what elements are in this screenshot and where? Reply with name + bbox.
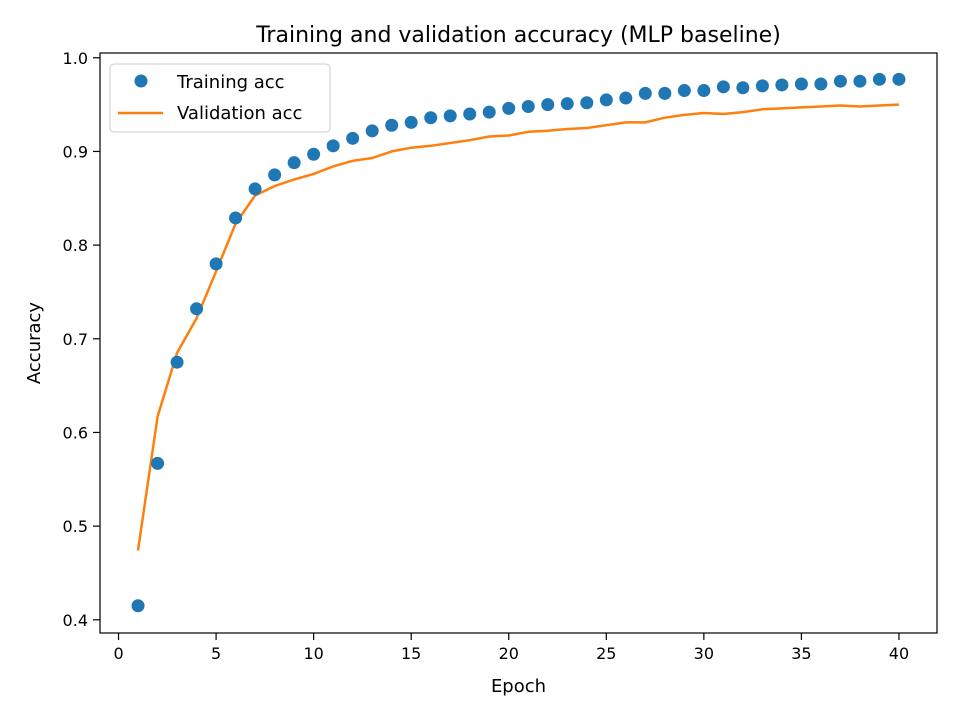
training-acc-point xyxy=(580,96,594,110)
training-acc-point xyxy=(190,302,204,316)
x-tick-label: 15 xyxy=(401,644,421,663)
training-acc-point xyxy=(404,115,418,129)
training-acc-point xyxy=(716,80,730,94)
legend-label-validation: Validation acc xyxy=(177,103,302,124)
training-acc-point xyxy=(268,168,282,182)
training-acc-point xyxy=(599,93,613,107)
training-acc-point xyxy=(872,72,886,86)
x-axis: 0 5 10 15 20 25 30 35 40 xyxy=(113,633,909,663)
x-tick-label: 30 xyxy=(694,644,714,663)
training-acc-point xyxy=(502,101,516,115)
training-acc-point xyxy=(151,456,165,470)
training-acc-point xyxy=(775,78,789,92)
x-tick-label: 25 xyxy=(596,644,616,663)
x-tick-label: 40 xyxy=(889,644,909,663)
training-acc-point xyxy=(482,105,496,119)
training-acc-point xyxy=(853,74,867,88)
training-acc-point xyxy=(424,111,438,125)
training-acc-point xyxy=(170,355,184,369)
x-tick-label: 10 xyxy=(303,644,323,663)
legend-marker-training xyxy=(134,74,148,88)
training-acc-point xyxy=(541,98,555,112)
plot-frame xyxy=(99,52,938,634)
y-tick-label: 0.7 xyxy=(63,330,88,349)
training-acc-point xyxy=(443,109,457,123)
training-acc-point xyxy=(326,139,340,153)
y-tick-label: 0.9 xyxy=(63,142,88,161)
x-axis-label: Epoch xyxy=(491,676,546,697)
legend-box xyxy=(109,63,331,133)
y-axis: 0.4 0.5 0.6 0.7 0.8 0.9 1.0 xyxy=(63,49,100,630)
y-tick-label: 0.6 xyxy=(63,423,88,442)
y-tick-label: 0.8 xyxy=(63,236,88,255)
y-tick-label: 1.0 xyxy=(63,49,88,68)
chart-title: Training and validation accuracy (MLP ba… xyxy=(255,23,781,48)
training-acc-point xyxy=(560,97,574,111)
training-acc-point xyxy=(619,91,633,105)
training-acc-point xyxy=(892,72,906,86)
training-acc-point xyxy=(248,182,262,196)
training-acc-point xyxy=(287,156,301,170)
training-acc-point xyxy=(131,599,145,613)
training-acc-point xyxy=(736,81,750,95)
training-acc-point xyxy=(814,77,828,91)
legend-label-training: Training acc xyxy=(176,72,285,93)
training-acc-point xyxy=(365,124,379,138)
y-axis-label: Accuracy xyxy=(24,302,45,385)
training-acc-point xyxy=(755,79,769,93)
training-acc-point xyxy=(463,107,477,121)
training-acc-point xyxy=(385,118,399,132)
y-tick-label: 0.5 xyxy=(63,517,88,536)
plot-area xyxy=(99,52,938,634)
training-acc-point xyxy=(833,74,847,88)
x-tick-label: 20 xyxy=(499,644,519,663)
x-tick-label: 5 xyxy=(211,644,221,663)
training-acc-point xyxy=(697,84,711,98)
training-acc-point xyxy=(346,131,360,145)
training-acc-point xyxy=(229,211,243,225)
training-acc-point xyxy=(307,147,321,161)
training-acc-point xyxy=(794,77,808,91)
training-acc-point xyxy=(677,84,691,98)
x-tick-label: 0 xyxy=(113,644,123,663)
training-acc-point xyxy=(638,86,652,100)
x-tick-label: 35 xyxy=(791,644,811,663)
legend: Training acc Validation acc xyxy=(109,63,331,133)
training-acc-point xyxy=(658,86,672,100)
training-acc-point xyxy=(209,257,223,271)
y-tick-label: 0.4 xyxy=(63,611,88,630)
training-acc-point xyxy=(521,99,535,113)
validation-acc-line xyxy=(136,103,900,551)
